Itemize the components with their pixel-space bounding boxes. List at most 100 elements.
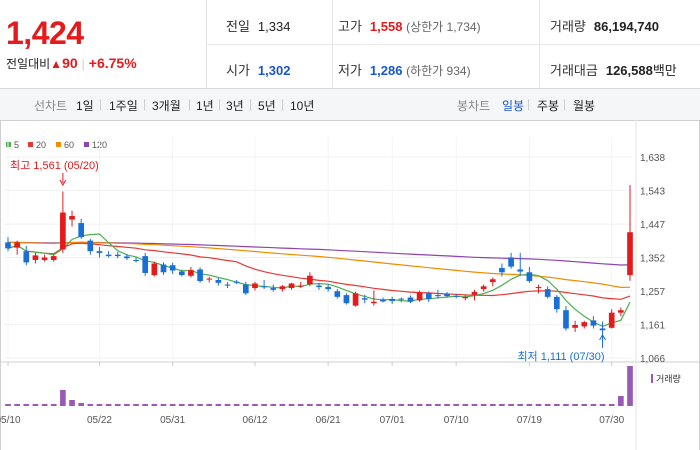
candle bbox=[133, 259, 139, 262]
volume-bar bbox=[535, 404, 542, 406]
volume-bar bbox=[114, 404, 121, 406]
divider: | bbox=[188, 97, 192, 111]
candlestick-chart[interactable]: 1,638 1,543 1,447 1,352 1,257 1,161 1,066 5 20 60… bbox=[0, 120, 700, 450]
candle bbox=[142, 256, 149, 273]
volume-bar bbox=[325, 404, 331, 406]
x-tick-label: 05/31 bbox=[160, 415, 185, 426]
candle bbox=[60, 212, 66, 250]
candle-monthly[interactable]: 월봉 bbox=[573, 99, 596, 113]
candle bbox=[270, 288, 277, 290]
volume-bar bbox=[242, 404, 249, 406]
volume-bar bbox=[124, 404, 130, 406]
volume-bar bbox=[69, 400, 75, 406]
candle bbox=[50, 256, 57, 260]
candle bbox=[563, 310, 569, 329]
divider: | bbox=[218, 97, 222, 111]
candle bbox=[499, 268, 505, 273]
candle bbox=[608, 312, 615, 328]
volume-bar bbox=[334, 404, 341, 406]
volume-bar bbox=[435, 404, 441, 406]
volume-bar bbox=[480, 404, 487, 406]
period-1y[interactable]: 1년 bbox=[196, 99, 214, 113]
candle bbox=[297, 285, 304, 287]
candle bbox=[453, 295, 460, 297]
line-chart-label: 선차트 bbox=[34, 99, 68, 113]
volume-bar bbox=[389, 404, 396, 406]
volume-bar bbox=[32, 404, 39, 406]
candle bbox=[279, 286, 286, 290]
ma120-line bbox=[8, 241, 631, 266]
volume-bar bbox=[96, 404, 103, 406]
candle bbox=[105, 254, 112, 257]
candle-weekly[interactable]: 주봉 bbox=[537, 99, 560, 113]
volume-bar bbox=[526, 404, 533, 406]
period-1w[interactable]: 1주일 bbox=[109, 99, 138, 113]
divider: | bbox=[281, 97, 285, 111]
volume-bar bbox=[270, 404, 277, 406]
volume-bar bbox=[87, 404, 94, 406]
x-tick-label: 06/21 bbox=[316, 415, 341, 426]
volume-bar bbox=[499, 404, 505, 406]
volume-bar bbox=[599, 404, 606, 406]
volume-bar bbox=[197, 404, 203, 406]
volume-bar bbox=[581, 404, 588, 406]
ma60-line bbox=[8, 241, 631, 289]
candle bbox=[23, 251, 30, 263]
candle bbox=[352, 293, 359, 306]
candle bbox=[599, 328, 606, 331]
volume-bar bbox=[544, 404, 551, 406]
period-5y[interactable]: 5년 bbox=[258, 99, 276, 113]
candle bbox=[334, 291, 341, 297]
candle bbox=[41, 257, 48, 260]
period-3m[interactable]: 3개월 bbox=[152, 99, 181, 113]
stat-high: 고가 1,558 (상한가 1,734) bbox=[338, 19, 481, 34]
change-amount: 90 bbox=[62, 55, 78, 71]
volume-bar bbox=[618, 396, 624, 406]
volume-bar bbox=[352, 404, 359, 406]
divider bbox=[207, 44, 700, 45]
volume-bar bbox=[215, 404, 222, 406]
divider: | bbox=[527, 97, 531, 111]
volume-bar bbox=[261, 404, 267, 406]
y-tick-label: 1,352 bbox=[640, 254, 665, 265]
divider: | bbox=[143, 97, 147, 111]
candle bbox=[572, 324, 578, 328]
y-tick-label: 1,447 bbox=[640, 220, 665, 231]
volume-bar bbox=[50, 404, 57, 406]
period-10y[interactable]: 10년 bbox=[290, 99, 315, 113]
candle bbox=[526, 272, 533, 282]
candle bbox=[627, 232, 633, 276]
volume-bar bbox=[371, 404, 377, 406]
volume-bar bbox=[489, 404, 496, 406]
price-change: 전일대비▲90 | +6.75% bbox=[6, 55, 137, 72]
candle bbox=[188, 270, 194, 276]
volume-bar bbox=[563, 404, 569, 406]
volume-bar bbox=[279, 404, 286, 406]
stat-prev-close: 전일 1,334 bbox=[226, 19, 291, 34]
period-3y[interactable]: 3년 bbox=[226, 99, 244, 113]
low-annotation: 최저 1,111 (07/30) bbox=[517, 350, 604, 363]
candle bbox=[380, 299, 386, 302]
candle-daily[interactable]: 일봉 bbox=[502, 99, 525, 113]
price-box: 1,424 전일대비▲90 | +6.75% bbox=[0, 0, 207, 88]
volume-bar bbox=[252, 404, 258, 406]
volume-label: 거래량 bbox=[656, 373, 681, 384]
y-tick-label: 1,161 bbox=[640, 321, 665, 332]
divider: | bbox=[81, 57, 85, 71]
candle bbox=[5, 242, 11, 249]
stat-volume: 거래량 86,194,740 bbox=[550, 19, 659, 34]
candle bbox=[325, 287, 331, 290]
volume-bar bbox=[5, 404, 11, 406]
period-1d[interactable]: 1일 bbox=[76, 99, 94, 113]
stat-open: 시가 1,302 bbox=[226, 63, 291, 78]
candle bbox=[553, 296, 560, 310]
candle bbox=[361, 298, 368, 300]
candle bbox=[517, 269, 524, 272]
volume-bar bbox=[380, 404, 386, 406]
volume-bar bbox=[169, 404, 176, 406]
candle bbox=[480, 286, 487, 290]
legend-label: 20 bbox=[36, 140, 46, 150]
quote-header: 1,424 전일대비▲90 | +6.75% 전일 1,334 시가 1,302 고가 1… bbox=[0, 0, 700, 89]
high-arrow-head-icon bbox=[59, 179, 67, 186]
up-arrow-icon: ▲ bbox=[50, 57, 63, 71]
